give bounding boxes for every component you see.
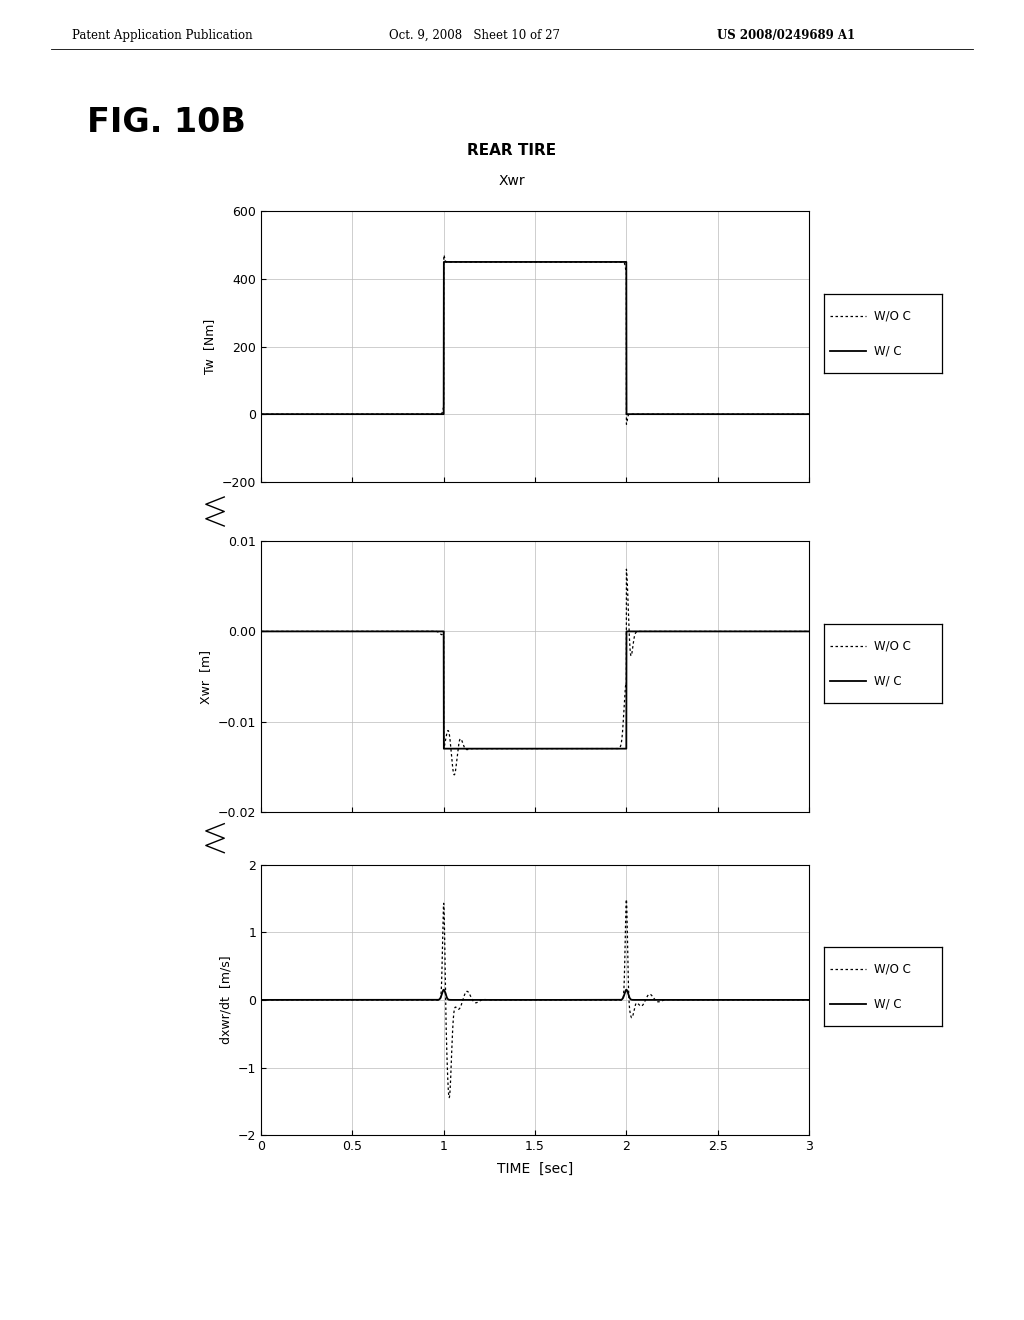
Text: W/O C: W/O C — [873, 309, 910, 322]
Text: W/ C: W/ C — [873, 998, 901, 1011]
Y-axis label: Xwr  [m]: Xwr [m] — [200, 649, 212, 704]
Y-axis label: Tw  [Nm]: Tw [Nm] — [204, 319, 216, 374]
Y-axis label: dxwr/dt  [m/s]: dxwr/dt [m/s] — [219, 956, 232, 1044]
X-axis label: TIME  [sec]: TIME [sec] — [497, 1162, 573, 1175]
Text: W/ C: W/ C — [873, 345, 901, 358]
Text: W/ C: W/ C — [873, 675, 901, 688]
Text: W/O C: W/O C — [873, 639, 910, 652]
Text: Patent Application Publication: Patent Application Publication — [72, 29, 252, 42]
Text: US 2008/0249689 A1: US 2008/0249689 A1 — [717, 29, 855, 42]
Text: REAR TIRE: REAR TIRE — [467, 143, 557, 157]
Text: Oct. 9, 2008   Sheet 10 of 27: Oct. 9, 2008 Sheet 10 of 27 — [389, 29, 560, 42]
Text: W/O C: W/O C — [873, 962, 910, 975]
Text: Xwr: Xwr — [499, 174, 525, 189]
Text: FIG. 10B: FIG. 10B — [87, 106, 246, 139]
